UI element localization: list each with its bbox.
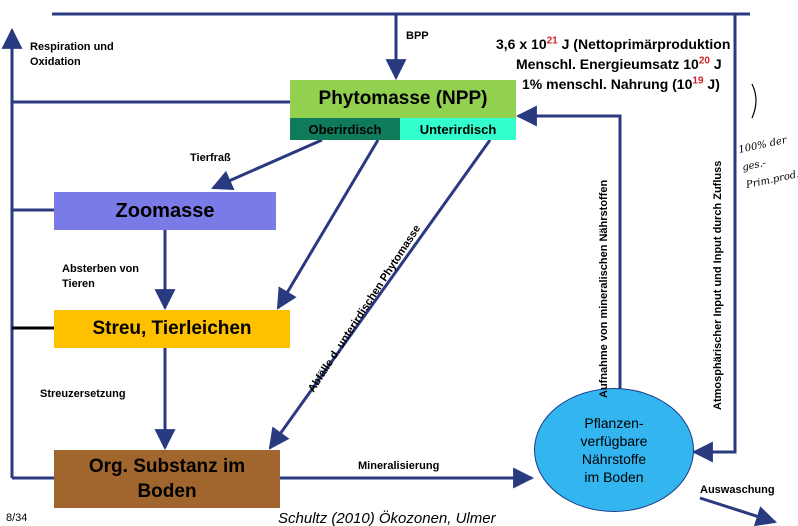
auswaschung-arrow bbox=[699, 496, 778, 526]
mineralisierung-label: Mineralisierung bbox=[358, 460, 440, 472]
page-number: 8/34 bbox=[6, 512, 28, 524]
atmospheric-input-arrow bbox=[691, 14, 737, 463]
unter-to-boden-arrow bbox=[268, 139, 492, 450]
phytomasse-box: Phytomasse (NPP) bbox=[290, 80, 516, 118]
respiration-label: Respiration und Oxidation bbox=[30, 41, 114, 68]
tierfrass-label: Tierfraß bbox=[190, 152, 231, 164]
tierfrass-arrow bbox=[211, 138, 323, 190]
handwritten-note: 100% der ges.-Prim.prod. bbox=[737, 134, 798, 192]
streu-box: Streu, Tierleichen bbox=[54, 310, 290, 348]
ober-to-streu-arrow bbox=[276, 139, 380, 310]
auswaschung-label: Auswaschung bbox=[700, 484, 775, 496]
unterirdisch-box: Unterirdisch bbox=[400, 118, 516, 140]
streuzersetzung-label: Streuzersetzung bbox=[40, 388, 126, 400]
zoomasse-box: Zoomasse bbox=[54, 192, 276, 230]
org-substanz-box: Org. Substanz im Boden bbox=[54, 450, 280, 508]
citation: Schultz (2010) Ökozonen, Ulmer bbox=[278, 510, 496, 526]
atmosphaerisch-label: Atmosphärischer Input und Input durch Zu… bbox=[712, 160, 724, 410]
absterben-label: Absterben von Tieren bbox=[62, 263, 140, 290]
handwritten-bracket bbox=[751, 83, 757, 119]
aufnahme-label: Aufnahme von mineralischen Nährstoffen bbox=[598, 179, 610, 398]
energy-note-line3: 1% menschl. Nahrung (1019 J) bbox=[522, 75, 720, 92]
energy-note-line1: 3,6 x 1021 J (Nettoprimärproduktion bbox=[496, 35, 731, 52]
bpp-label: BPP bbox=[406, 30, 429, 42]
energy-note-line2: Menschl. Energieumsatz 1020 J bbox=[516, 55, 722, 72]
oberirdisch-box: Oberirdisch bbox=[290, 118, 400, 140]
pflanzen-naehrstoffe-circle: Pflanzen-verfügbare Nährstoffe im Boden bbox=[534, 388, 694, 512]
aufnahme-arrow bbox=[515, 105, 622, 400]
